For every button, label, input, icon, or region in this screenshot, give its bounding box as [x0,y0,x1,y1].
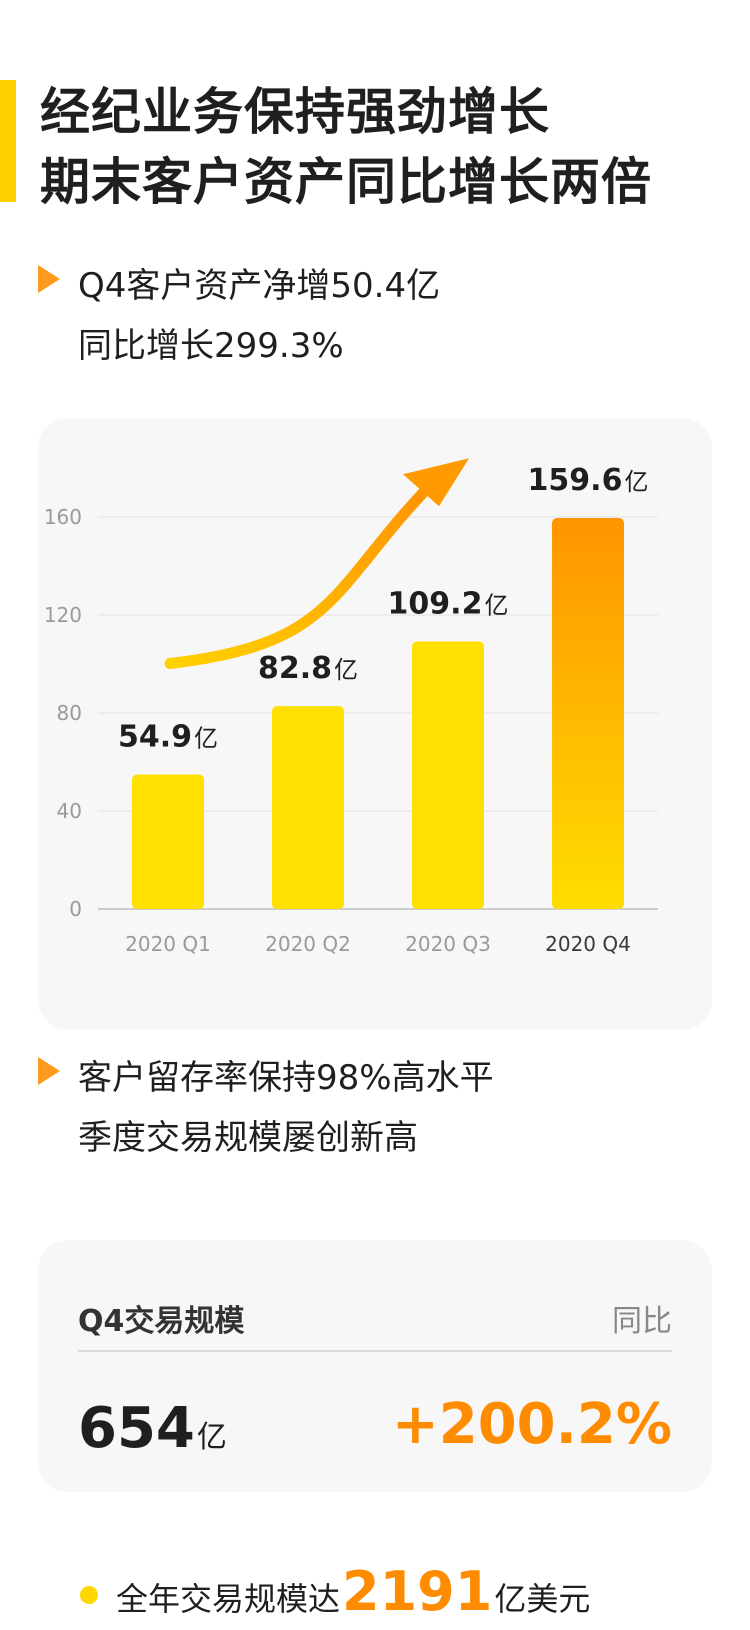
trade-value-unit: 亿 [196,1420,227,1455]
y-tick-label: 0 [69,897,82,921]
annual-value: 2191 [342,1560,493,1623]
bar-value-label: 159.6亿 [528,463,649,498]
x-tick-label: 2020 Q3 [405,932,491,956]
chart-card: 0 40 80 120 160 54.9亿 2020 Q1 82.8亿 2020 Q2 109.… [38,418,712,1030]
section2-headline: 客户留存率保持98%高水平 [78,1058,494,1098]
bar-value-label: 54.9亿 [118,719,218,754]
trade-yoy-value: +200.2% [391,1392,672,1457]
y-tick-label: 80 [57,701,82,725]
bar-2020-q2 [272,706,344,909]
section1-subline: 同比增长299.3% [78,326,344,366]
bar-2020-q4 [552,517,624,909]
trend-arrowhead-icon [403,458,469,507]
bullet-triangle-icon [38,1057,60,1085]
annual-volume-line: 全年交易规模达2191亿美元 [116,1560,590,1623]
divider [78,1350,672,1352]
bullet-dot-icon [80,1586,98,1604]
x-tick-label: 2020 Q4 [545,932,631,956]
section2-subline: 季度交易规模屡创新高 [78,1118,418,1158]
bar-2020-q3 [412,641,484,909]
y-tick-label: 40 [57,799,82,823]
annual-prefix: 全年交易规模达 [116,1580,341,1618]
page-title-line-2: 期末客户资产同比增长两倍 [40,153,652,211]
annual-suffix: 亿美元 [494,1580,591,1618]
title-accent-bar [0,80,16,202]
bar-chart: 0 40 80 120 160 54.9亿 2020 Q1 82.8亿 2020 Q2 109.… [44,458,658,956]
trade-value-number: 654 [78,1396,195,1461]
x-tick-label: 2020 Q1 [125,932,211,956]
y-tick-label: 160 [44,505,82,529]
trade-yoy-label: 同比 [612,1304,672,1339]
bar-2020-q1 [132,774,204,909]
section1-headline: Q4客户资产净增50.4亿 [78,266,441,306]
trend-arrow-icon [164,472,443,669]
bar-value-label: 82.8亿 [258,651,358,686]
page-title-line-1: 经纪业务保持强劲增长 [40,83,550,141]
bar-value-label: 109.2亿 [388,586,509,621]
trade-value: 654亿 [78,1396,227,1461]
trade-card: Q4交易规模 同比 654亿 +200.2% [38,1240,712,1492]
x-tick-label: 2020 Q2 [265,932,351,956]
trade-label: Q4交易规模 [78,1304,245,1339]
bullet-triangle-icon [38,265,60,293]
y-tick-label: 120 [44,603,82,627]
